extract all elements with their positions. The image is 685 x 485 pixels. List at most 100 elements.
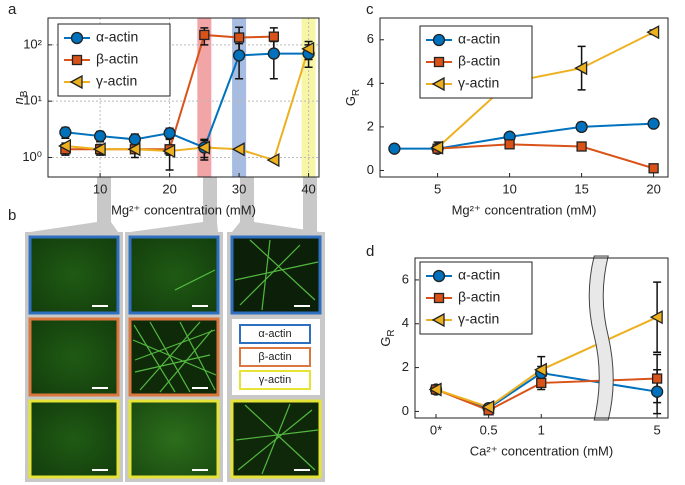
marker: [162, 143, 176, 159]
x-tick-label: 40: [301, 181, 315, 196]
legend-label: β-actin: [96, 51, 138, 67]
panel-label: b: [8, 207, 16, 224]
marker: [504, 139, 515, 150]
y-tick-label: 4: [367, 75, 374, 90]
y-tick-label: 0: [402, 403, 409, 418]
legend-label: α-actin: [96, 29, 138, 45]
marker: [268, 31, 279, 42]
marker: [431, 312, 445, 328]
x-tick-label: 10: [93, 181, 107, 196]
y-tick-label: 2: [402, 359, 409, 374]
y-tick-label: 4: [402, 315, 409, 330]
marker: [647, 117, 660, 130]
marker: [430, 140, 444, 155]
axes-frame: [379, 17, 669, 178]
marker: [533, 362, 547, 377]
legend-label: β-actin: [458, 289, 500, 305]
marker: [388, 142, 401, 155]
marker: [92, 142, 106, 157]
panel-label: c: [366, 1, 374, 18]
marker: [231, 142, 245, 157]
x-tick-label: 20: [646, 181, 660, 196]
legend-label: γ-actin: [96, 73, 137, 89]
marker: [127, 142, 141, 157]
marker: [196, 140, 210, 155]
marker: [70, 31, 84, 45]
y-axis-label-sub: R: [351, 89, 362, 96]
x-tick-label: 0*: [430, 422, 442, 437]
legend-label: γ-actin: [458, 311, 499, 327]
marker: [163, 127, 176, 140]
series-line: [436, 31, 655, 149]
series-line: [437, 143, 654, 170]
marker: [574, 61, 588, 76]
axes-frame: [47, 17, 320, 178]
marker: [651, 373, 663, 384]
x-tick-label: 5: [654, 422, 661, 437]
y-tick-label: 6: [367, 31, 374, 46]
y-axis-label-sub: B: [19, 90, 30, 97]
x-tick-label: 30: [232, 181, 246, 196]
x-tick-label: 10: [502, 181, 516, 196]
y-axis-label-main: G: [378, 337, 393, 347]
x-tick-label: 0.5: [480, 422, 498, 437]
legend-label: β-actin: [458, 53, 500, 69]
micrograph-legend: β-actin: [258, 351, 291, 363]
y-axis-label-sub: R: [386, 329, 397, 336]
marker: [199, 29, 210, 41]
marker: [233, 32, 245, 43]
axis-break: [588, 255, 614, 421]
marker: [576, 141, 587, 152]
y-axis-label: GR: [378, 329, 396, 346]
y-axis-label-main: n: [11, 97, 26, 104]
legend-label: γ-actin: [458, 75, 499, 91]
y-tick-label: 0: [367, 162, 374, 177]
y-axis-label: nB: [11, 90, 29, 104]
y-tick-label: 10⁰: [22, 149, 42, 164]
x-axis-label: Mg²⁺ concentration (mM): [452, 202, 597, 217]
series-line: [65, 48, 310, 162]
marker: [433, 56, 445, 68]
legend-label: α-actin: [458, 31, 500, 47]
x-axis-label: Mg²⁺ concentration (mM): [111, 202, 256, 217]
axes-frame: [414, 257, 669, 419]
marker: [93, 129, 107, 143]
micrograph-legend: α-actin: [258, 328, 291, 340]
marker: [71, 54, 83, 66]
y-tick-label: 2: [367, 118, 374, 133]
x-tick-label: 1: [538, 422, 545, 437]
marker: [432, 33, 446, 47]
marker: [650, 385, 664, 398]
marker: [646, 25, 660, 40]
marker: [432, 269, 446, 283]
marker: [58, 138, 72, 154]
x-tick-label: 5: [434, 181, 441, 196]
marker: [575, 120, 588, 134]
marker: [431, 76, 445, 92]
panel-label: a: [8, 1, 17, 18]
y-axis-label-main: G: [343, 96, 358, 106]
marker: [59, 126, 72, 139]
legend-label: α-actin: [458, 267, 500, 283]
micrographs: [28, 235, 322, 479]
x-tick-label: 15: [574, 181, 588, 196]
y-tick-label: 10²: [23, 36, 42, 51]
marker: [267, 47, 280, 60]
marker: [536, 377, 547, 389]
y-axis-label: GR: [343, 89, 361, 106]
marker: [301, 41, 315, 56]
micrograph-legend: γ-actin: [259, 374, 291, 386]
marker: [433, 292, 445, 304]
x-axis-label: Ca²⁺ concentration (mM): [470, 443, 613, 458]
marker: [266, 152, 280, 168]
marker: [232, 49, 246, 62]
marker: [648, 163, 659, 174]
x-tick-label: 20: [162, 181, 176, 196]
y-tick-label: 10¹: [23, 93, 42, 108]
marker: [69, 74, 83, 90]
panel-label: d: [366, 243, 374, 260]
marker: [428, 382, 442, 397]
y-tick-label: 6: [402, 271, 409, 286]
marker: [649, 310, 663, 325]
